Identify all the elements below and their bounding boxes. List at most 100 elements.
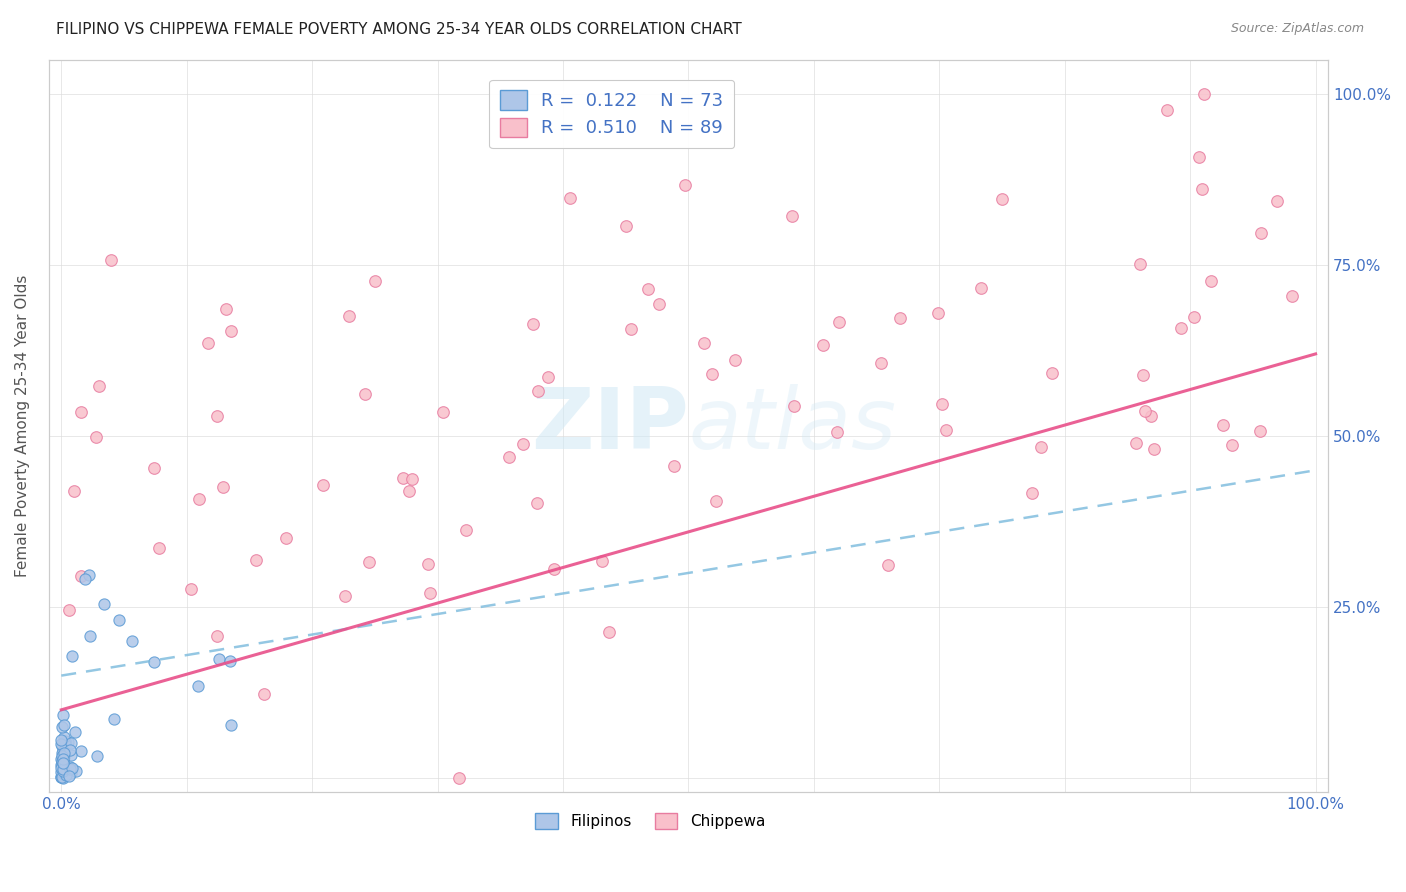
Point bbox=[86, 748, 108, 763]
Point bbox=[620, 321, 643, 335]
Point bbox=[52, 756, 75, 771]
Point bbox=[1201, 274, 1223, 288]
Point bbox=[52, 771, 75, 785]
Point bbox=[51, 752, 73, 766]
Point bbox=[614, 219, 637, 234]
Point bbox=[359, 556, 381, 570]
Point bbox=[51, 760, 73, 774]
Point bbox=[927, 306, 949, 320]
Point bbox=[931, 397, 953, 411]
Point bbox=[825, 425, 848, 439]
Point bbox=[52, 764, 75, 778]
Point bbox=[51, 771, 73, 785]
Text: Source: ZipAtlas.com: Source: ZipAtlas.com bbox=[1230, 22, 1364, 36]
Point bbox=[103, 712, 125, 726]
Point bbox=[702, 367, 724, 381]
Point bbox=[53, 737, 76, 751]
Point bbox=[52, 747, 75, 761]
Point bbox=[221, 717, 243, 731]
Point bbox=[522, 317, 544, 331]
Point bbox=[1191, 181, 1213, 195]
Point bbox=[53, 767, 76, 781]
Point bbox=[783, 399, 806, 413]
Point bbox=[52, 755, 75, 769]
Point bbox=[180, 582, 202, 596]
Point bbox=[1249, 424, 1271, 438]
Point bbox=[1281, 288, 1303, 302]
Y-axis label: Female Poverty Among 25-34 Year Olds: Female Poverty Among 25-34 Year Olds bbox=[15, 275, 30, 577]
Point bbox=[416, 557, 439, 571]
Point bbox=[364, 274, 387, 288]
Point bbox=[827, 315, 849, 329]
Point bbox=[52, 760, 75, 774]
Point bbox=[1029, 440, 1052, 454]
Point bbox=[876, 558, 898, 573]
Point bbox=[1188, 150, 1211, 164]
Point bbox=[51, 739, 73, 754]
Point bbox=[69, 405, 91, 419]
Point bbox=[205, 409, 228, 423]
Point bbox=[1220, 438, 1243, 452]
Point bbox=[52, 730, 75, 744]
Point bbox=[1143, 442, 1166, 456]
Point bbox=[51, 756, 73, 770]
Point bbox=[148, 541, 170, 555]
Point bbox=[60, 648, 83, 663]
Point bbox=[60, 765, 83, 780]
Point bbox=[51, 770, 73, 784]
Point bbox=[205, 629, 228, 643]
Point bbox=[274, 531, 297, 545]
Point bbox=[526, 495, 548, 509]
Point bbox=[637, 283, 659, 297]
Point bbox=[212, 480, 235, 494]
Point bbox=[811, 338, 834, 352]
Point bbox=[65, 764, 87, 779]
Point bbox=[512, 437, 534, 451]
Point bbox=[1129, 257, 1152, 271]
Point bbox=[1133, 404, 1156, 418]
Point bbox=[51, 720, 73, 734]
Point bbox=[52, 762, 75, 776]
Point bbox=[723, 352, 745, 367]
Point bbox=[52, 744, 75, 758]
Point bbox=[143, 655, 166, 669]
Point bbox=[79, 567, 101, 582]
Point bbox=[51, 746, 73, 760]
Point bbox=[70, 569, 93, 583]
Point bbox=[53, 761, 76, 775]
Point bbox=[51, 761, 73, 775]
Point bbox=[59, 743, 82, 757]
Point bbox=[1182, 310, 1205, 324]
Point bbox=[447, 772, 470, 786]
Point bbox=[648, 297, 671, 311]
Point bbox=[935, 423, 957, 437]
Point bbox=[1125, 436, 1147, 450]
Point bbox=[598, 624, 620, 639]
Point bbox=[253, 687, 276, 701]
Point bbox=[1250, 226, 1272, 240]
Point bbox=[219, 654, 242, 668]
Point bbox=[51, 761, 73, 775]
Point bbox=[1212, 418, 1234, 433]
Point bbox=[208, 652, 231, 666]
Point bbox=[188, 491, 211, 506]
Point bbox=[100, 252, 122, 267]
Point bbox=[456, 523, 478, 537]
Point bbox=[53, 749, 76, 764]
Point bbox=[73, 572, 96, 586]
Point bbox=[51, 758, 73, 772]
Point bbox=[53, 768, 76, 782]
Point bbox=[704, 494, 727, 508]
Point bbox=[52, 752, 75, 766]
Point bbox=[432, 405, 454, 419]
Point bbox=[1170, 320, 1192, 334]
Point bbox=[782, 210, 804, 224]
Point bbox=[51, 770, 73, 784]
Point bbox=[335, 589, 357, 603]
Point bbox=[889, 311, 911, 326]
Point bbox=[392, 471, 415, 485]
Point bbox=[526, 384, 548, 398]
Point bbox=[51, 737, 73, 751]
Point bbox=[53, 718, 76, 732]
Point bbox=[51, 769, 73, 783]
